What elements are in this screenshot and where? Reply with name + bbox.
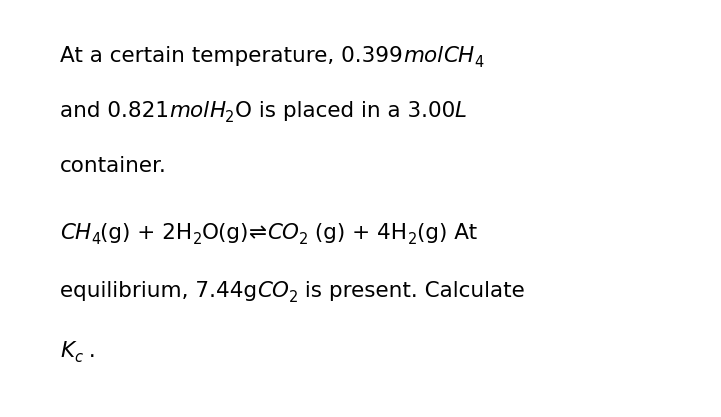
Text: L: L: [455, 101, 467, 121]
Text: 2: 2: [193, 232, 202, 247]
Text: 2: 2: [299, 232, 309, 247]
Text: CH: CH: [60, 223, 91, 243]
Text: 2: 2: [225, 110, 234, 125]
Text: c: c: [74, 350, 82, 365]
Text: CO: CO: [267, 223, 299, 243]
Text: O(g): O(g): [202, 223, 249, 243]
Text: container.: container.: [60, 156, 167, 176]
Text: mol: mol: [403, 46, 443, 66]
Text: 2: 2: [289, 290, 298, 305]
Text: equilibrium, 7.44g: equilibrium, 7.44g: [60, 281, 257, 301]
Text: is present. Calculate: is present. Calculate: [298, 281, 525, 301]
Text: (g) + 2H: (g) + 2H: [100, 223, 193, 243]
Text: .: .: [82, 341, 96, 361]
Text: At a certain temperature, 0.399: At a certain temperature, 0.399: [60, 46, 403, 66]
Text: 2: 2: [407, 232, 417, 247]
Text: K: K: [60, 341, 74, 361]
Text: H: H: [209, 101, 225, 121]
Text: 4: 4: [91, 232, 100, 247]
Text: 4: 4: [474, 55, 483, 70]
Text: (g) + 4H: (g) + 4H: [309, 223, 407, 243]
Text: CO: CO: [257, 281, 289, 301]
Text: (g) At: (g) At: [417, 223, 477, 243]
Text: CH: CH: [443, 46, 474, 66]
Text: O is placed in a 3.00: O is placed in a 3.00: [234, 101, 455, 121]
Text: and 0.821: and 0.821: [60, 101, 169, 121]
Text: mol: mol: [169, 101, 209, 121]
Text: ⇌: ⇌: [249, 223, 267, 243]
